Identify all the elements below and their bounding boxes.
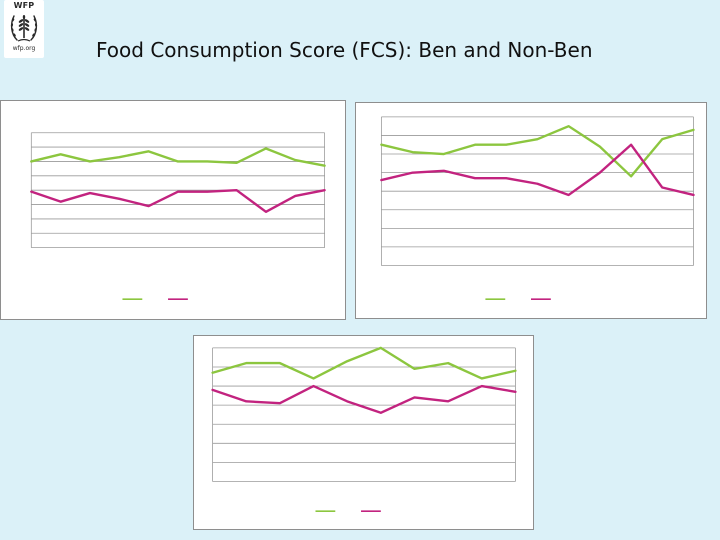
chart-panel-3 (193, 335, 534, 530)
series-line-2 (30, 188, 326, 213)
page-title: Food Consumption Score (FCS): Ben and No… (96, 38, 593, 62)
chart-panel-1 (0, 100, 346, 320)
logo-wordmark: WFP (13, 1, 35, 10)
chart-2-svg (380, 116, 695, 300)
series-line-1 (380, 124, 695, 178)
chart-1-svg (30, 132, 326, 300)
wfp-logo: WFP wfp.org (4, 0, 44, 58)
chart-3-svg (211, 346, 517, 512)
logo-url: wfp.org (12, 45, 36, 52)
chart-panel-2 (355, 102, 707, 319)
series-line-2 (380, 143, 695, 197)
series-line-2 (211, 384, 517, 414)
series-line-1 (211, 346, 517, 380)
series-line-1 (30, 147, 326, 167)
wreath-emblem-icon (10, 15, 38, 42)
